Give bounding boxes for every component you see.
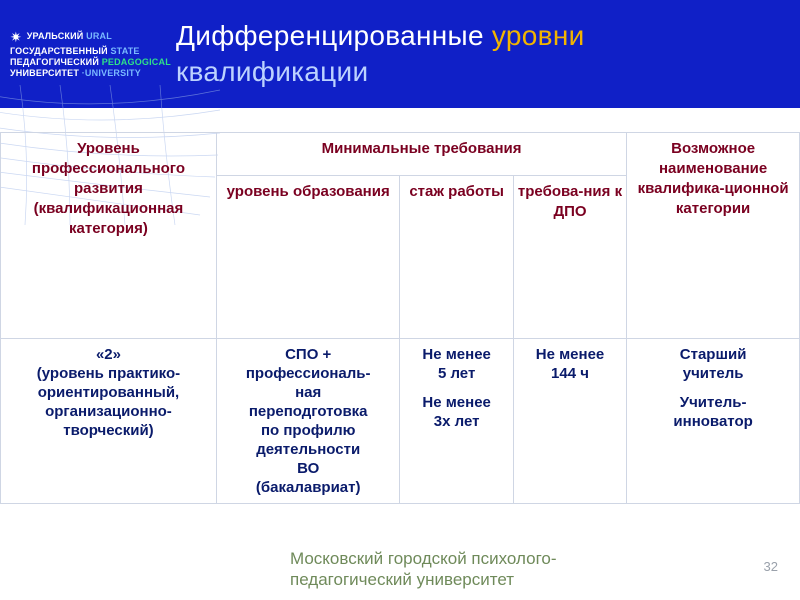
footer-organization: Московский городской психолого- педагоги…	[290, 548, 720, 590]
cell-text: творческий)	[5, 421, 212, 440]
cell-text: 144 ч	[518, 364, 622, 383]
col-header-requirements-group: Минимальные требования	[216, 133, 626, 176]
table-row: «2» (уровень практико- ориентированный, …	[1, 339, 800, 504]
cell-text: по профилю	[221, 421, 396, 440]
logo-text: УНИВЕРСИТЕТ	[10, 68, 79, 78]
header-text: Возможное наименование квалифика-ционной…	[631, 139, 795, 219]
logo-text: ПЕДАГОГИЧЕСКИЙ	[10, 57, 99, 67]
col-header-education: уровень образования	[216, 176, 400, 339]
cell-text: СПО +	[221, 345, 396, 364]
header-banner: ✷ УРАЛЬСКИЙ URAL ГОСУДАРСТВЕННЫЙ STATE П…	[0, 0, 800, 108]
footer-text: педагогический университет	[290, 570, 514, 589]
cell-text: деятельности	[221, 440, 396, 459]
cell-text: (уровень практико-	[5, 364, 212, 383]
cell-text: Не менее	[404, 345, 508, 364]
cell-text: переподготовка	[221, 402, 396, 421]
cell-text: ВО	[221, 459, 396, 478]
header-text: уровень образования	[221, 182, 396, 202]
header-text: стаж работы	[404, 182, 508, 202]
cell-text: учитель	[631, 364, 795, 383]
title-part: уровни	[492, 20, 585, 51]
logo-emblem-icon: ✷	[10, 30, 21, 44]
logo-text: URAL	[86, 31, 112, 41]
col-header-experience: стаж работы	[400, 176, 513, 339]
cell-dpo: Не менее 144 ч	[513, 339, 626, 504]
cell-text: организационно-	[5, 402, 212, 421]
logo-text: PEDAGOGICAL	[102, 57, 171, 67]
col-header-dpo: требова-ния к ДПО	[513, 176, 626, 339]
cell-level: «2» (уровень практико- ориентированный, …	[1, 339, 217, 504]
cell-text: «2»	[5, 345, 212, 364]
slide: ✷ УРАЛЬСКИЙ URAL ГОСУДАРСТВЕННЫЙ STATE П…	[0, 0, 800, 600]
title-part: квалификации	[176, 56, 368, 87]
cell-text: ная	[221, 383, 396, 402]
footer-text: Московский городской психолого-	[290, 549, 557, 568]
cell-text: инноватор	[631, 412, 795, 431]
cell-text: Не менее	[404, 393, 508, 412]
cell-experience: Не менее 5 лет Не менее 3х лет	[400, 339, 513, 504]
cell-text: Старший	[631, 345, 795, 364]
table-header-row: Уровень профессионального развития (квал…	[1, 133, 800, 176]
qualification-table: Уровень профессионального развития (квал…	[0, 132, 800, 504]
cell-text: Не менее	[518, 345, 622, 364]
cell-text: 3х лет	[404, 412, 508, 431]
logo-text: ГОСУДАРСТВЕННЫЙ	[10, 46, 108, 56]
cell-text: профессиональ-	[221, 364, 396, 383]
logo-text: ·UNIVERSITY	[82, 68, 141, 78]
col-header-category-name: Возможное наименование квалифика-ционной…	[627, 133, 800, 339]
cell-text: 5 лет	[404, 364, 508, 383]
header-text: Уровень профессионального развития (квал…	[5, 139, 212, 239]
logo-text: УРАЛЬСКИЙ	[27, 31, 84, 41]
col-header-level: Уровень профессионального развития (квал…	[1, 133, 217, 339]
slide-title: Дифференцированные уровни квалификации	[170, 18, 800, 90]
header-text: Минимальные требования	[221, 139, 622, 159]
cell-text: Учитель-	[631, 393, 795, 412]
cell-text: (бакалавриат)	[221, 478, 396, 497]
logo-text: STATE	[110, 46, 139, 56]
header-text: требова-ния к ДПО	[518, 182, 622, 222]
page-number: 32	[764, 559, 778, 574]
university-logo: ✷ УРАЛЬСКИЙ URAL ГОСУДАРСТВЕННЫЙ STATE П…	[0, 0, 170, 108]
cell-category-name: Старший учитель Учитель- инноватор	[627, 339, 800, 504]
title-part: Дифференцированные	[176, 20, 492, 51]
cell-education: СПО + профессиональ- ная переподготовка …	[216, 339, 400, 504]
cell-text: ориентированный,	[5, 383, 212, 402]
